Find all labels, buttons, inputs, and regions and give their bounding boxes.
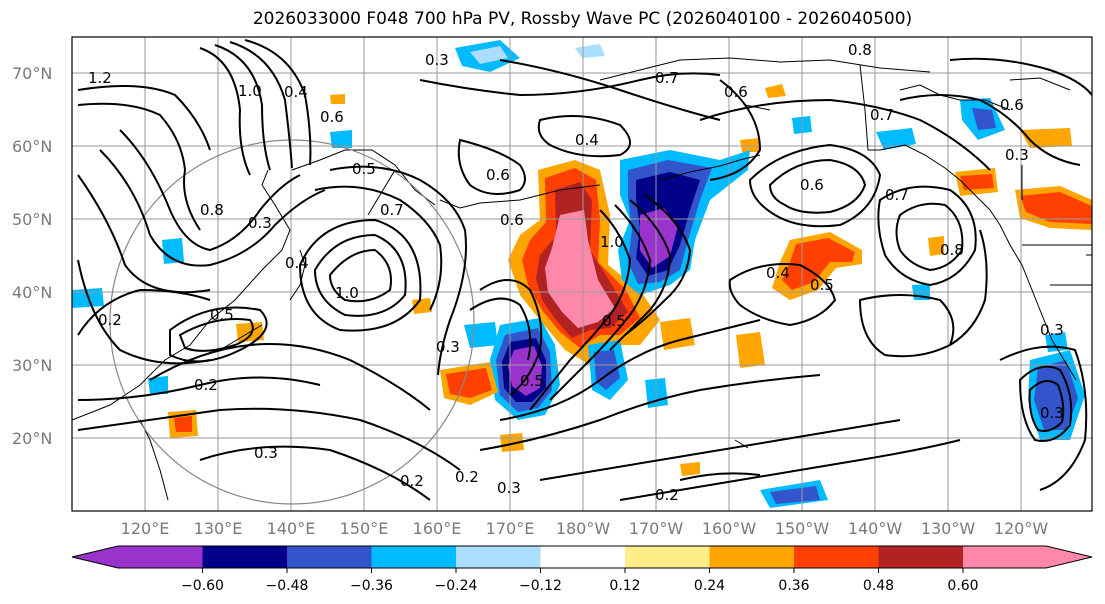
contour-label: 0.2 [455,468,479,486]
map-area: 1.2 1.0 0.8 0.6 0.5 0.4 0.3 0.2 0.7 0.6 … [72,37,1092,511]
contour-label: 0.2 [98,311,122,329]
projection-circle [109,139,475,505]
lat-label: 40°N [12,283,52,302]
contour-label: 0.6 [724,83,748,101]
colorbar-bin [540,546,625,568]
contour-label: 0.3 [436,338,460,356]
contour-label: 0.7 [655,69,679,87]
contour-label: 1.2 [88,69,112,87]
colorbar-bin [118,546,203,568]
lon-label: 160°E [413,519,462,538]
lon-label: 120°E [121,519,170,538]
contour-label: 0.6 [320,108,344,126]
colorbar-tick-label: 0.12 [609,578,640,594]
lon-label: 170°E [486,519,535,538]
contour-label: 0.7 [380,201,404,219]
colorbar-tick-label: −0.24 [435,578,478,594]
contour-label: 0.3 [497,479,521,497]
colorbar-extend-high [963,546,1092,568]
colorbar-bin [709,546,794,568]
contour-label: 0.4 [285,254,309,272]
colorbar-bin [794,546,879,568]
contour-label: 0.5 [602,312,626,330]
colorbar-tick-label: 0.48 [863,578,894,594]
lon-label: 130°W [921,519,976,538]
lon-label: 140°W [848,519,903,538]
colorbar-bin [371,546,456,568]
contour-label: 0.2 [655,486,679,504]
lon-label: 170°W [629,519,684,538]
contour-label: 1.0 [335,284,359,302]
lon-label: 180°W [556,519,611,538]
contour-label: 0.8 [940,241,964,259]
contour-label: 0.4 [284,83,308,101]
colorbar-bin [456,546,541,568]
colorbar: −0.60 −0.48 −0.36 −0.24 −0.12 0.12 0.24 … [71,545,1093,594]
colorbar-bin [878,546,963,568]
lon-label: 150°E [340,519,389,538]
latitude-labels: 70°N 60°N 50°N 40°N 30°N 20°N [12,64,52,448]
colorbar-bin [287,546,372,568]
contour-label: 0.5 [352,160,376,178]
contour-label: 0.8 [848,41,872,59]
colorbar-bin [202,546,287,568]
contour-label: 0.3 [248,214,272,232]
contour-label: 0.5 [520,372,544,390]
lon-label: 160°W [702,519,757,538]
colorbar-tick-label: 0.60 [947,578,978,594]
colorbar-tick-label: −0.36 [350,578,393,594]
lon-label: 150°W [775,519,830,538]
map-title: 2026033000 F048 700 hPa PV, Rossby Wave … [252,9,913,29]
contour-label: 1.0 [238,82,262,100]
lat-label: 70°N [12,64,52,83]
contour-label: 0.8 [200,201,224,219]
contour-label: 0.5 [210,306,234,324]
colorbar-outline [71,545,1093,569]
lat-label: 50°N [12,210,52,229]
colorbar-tick-label: −0.12 [519,578,562,594]
contour-label: 0.4 [575,131,599,149]
contour-labels: 1.2 1.0 0.8 0.6 0.5 0.4 0.3 0.2 0.7 0.6 … [88,41,1064,504]
contour-label: 0.7 [885,186,909,204]
lon-label: 120°W [994,519,1049,538]
contour-label: 0.3 [1040,404,1064,422]
lon-label: 130°E [194,519,243,538]
contour-label: 0.7 [870,106,894,124]
contour-label: 0.5 [810,276,834,294]
colorbar-extend-low [72,546,118,568]
contour-label: 0.3 [1005,146,1029,164]
colorbar-tick-label: 0.36 [778,578,809,594]
contour-label: 0.4 [766,264,790,282]
pv-contours [77,39,1092,501]
contour-label: 0.6 [1000,96,1024,114]
lat-label: 20°N [12,429,52,448]
colorbar-tick-label: −0.60 [181,578,224,594]
contour-label: 0.2 [400,472,424,490]
colorbar-bin [625,546,710,568]
contour-label: 0.3 [254,444,278,462]
contour-label: 0.3 [1040,321,1064,339]
lat-label: 30°N [12,356,52,375]
contour-label: 0.6 [500,211,524,229]
longitude-labels: 120°E 130°E 140°E 150°E 160°E 170°E 180°… [121,519,1049,538]
lat-label: 60°N [12,137,52,156]
lon-label: 140°E [267,519,316,538]
colorbar-tick-label: −0.48 [266,578,309,594]
contour-label: 0.2 [194,376,218,394]
contour-label: 0.6 [800,176,824,194]
contour-label: 1.0 [600,233,624,251]
colorbar-tick-label: 0.24 [694,578,725,594]
contour-label: 0.6 [486,166,510,184]
map-frame [71,36,1093,512]
contour-label: 0.3 [425,51,449,69]
